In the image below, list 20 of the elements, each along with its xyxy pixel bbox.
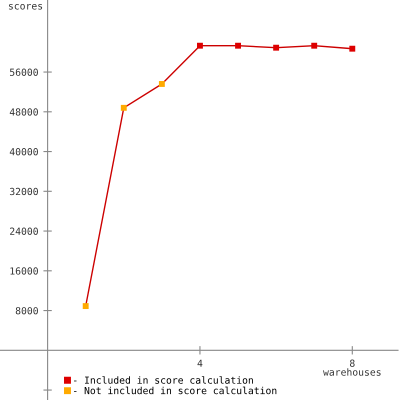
y-tick-label: 24000 [10,228,38,235]
point [349,46,356,52]
y-tick-label: 40000 [10,148,38,156]
y-tick-label: 32000 [10,188,38,196]
point [158,81,165,87]
y-tick-label: 8000 [16,307,38,314]
point [120,104,127,111]
x-tick-label: 4 [198,360,202,367]
legend-label: - Included in score calculation [74,376,253,384]
x-axis-title: warehouses [323,368,381,376]
y-tick-label: 16000 [10,267,38,275]
y-tick-label: 48000 [10,108,38,116]
point [235,42,241,49]
point [197,42,203,49]
legend-label: - Not included in score calculation [74,386,276,394]
point [82,303,89,310]
x-tick-label: 8 [350,360,355,367]
y-tick-label: 56000 [10,68,38,76]
point [273,44,280,51]
y-axis-title: scores [8,4,42,10]
